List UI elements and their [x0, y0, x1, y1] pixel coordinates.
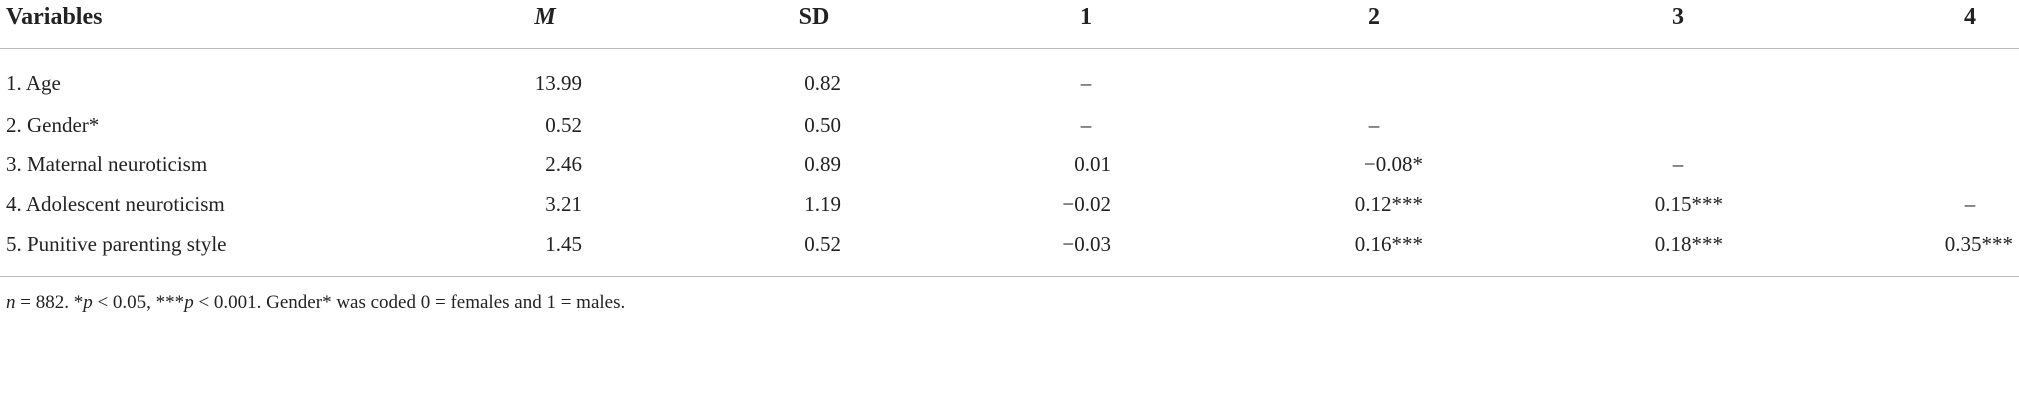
table-cell: −0.03: [1062, 232, 1111, 256]
bottom-rule: [0, 276, 2019, 277]
table-cell: –: [1672, 152, 1684, 176]
column-header: M: [534, 4, 556, 30]
table-cell: –: [1080, 113, 1092, 137]
column-header: 2: [1368, 4, 1380, 30]
column-header: Variables: [6, 4, 103, 30]
note-italic: p: [83, 292, 93, 313]
table-cell: 0.82: [804, 71, 841, 95]
table-cell: 13.99: [534, 71, 582, 95]
table-cell: 1.45: [545, 232, 582, 256]
table-cell: –: [1080, 71, 1092, 95]
table-cell: 0.89: [804, 152, 841, 176]
note-text: = 882. *: [15, 292, 84, 313]
table-cell: 0.15***: [1654, 192, 1723, 216]
table-cell: –: [1964, 192, 1976, 216]
note-text: < 0.001. Gender* was coded 0 = females a…: [193, 292, 626, 313]
table-cell: 3.21: [545, 192, 582, 216]
row-label: 3. Maternal neuroticism: [6, 152, 208, 176]
table-note: n = 882. *p < 0.05, ***p < 0.001. Gender…: [6, 290, 625, 316]
table-cell: 0.35***: [1944, 232, 2013, 256]
row-label: 4. Adolescent neuroticism: [6, 192, 225, 216]
table-cell: 0.18***: [1654, 232, 1723, 256]
table-cell: –: [1368, 113, 1380, 137]
column-header: 3: [1672, 4, 1684, 30]
column-header: 1: [1080, 4, 1092, 30]
table-cell: 2.46: [545, 152, 582, 176]
table-cell: 0.50: [804, 113, 841, 137]
row-label: 5. Punitive parenting style: [6, 232, 227, 256]
row-label: 1. Age: [6, 71, 61, 95]
table-cell: 0.52: [545, 113, 582, 137]
column-header: 4: [1964, 4, 1976, 30]
note-text: < 0.05, ***: [92, 292, 185, 313]
header-rule: [0, 48, 2019, 49]
table-cell: 0.16***: [1354, 232, 1423, 256]
note-italic: p: [184, 292, 194, 313]
column-header: SD: [798, 4, 830, 30]
table-cell: 0.01: [1074, 152, 1111, 176]
table-cell: 0.52: [804, 232, 841, 256]
table-cell: 1.19: [804, 192, 841, 216]
row-label: 2. Gender*: [6, 113, 100, 137]
table-cell: −0.02: [1062, 192, 1111, 216]
note-italic: n: [6, 292, 16, 313]
table-cell: 0.12***: [1354, 192, 1423, 216]
table-cell: −0.08*: [1363, 152, 1423, 176]
